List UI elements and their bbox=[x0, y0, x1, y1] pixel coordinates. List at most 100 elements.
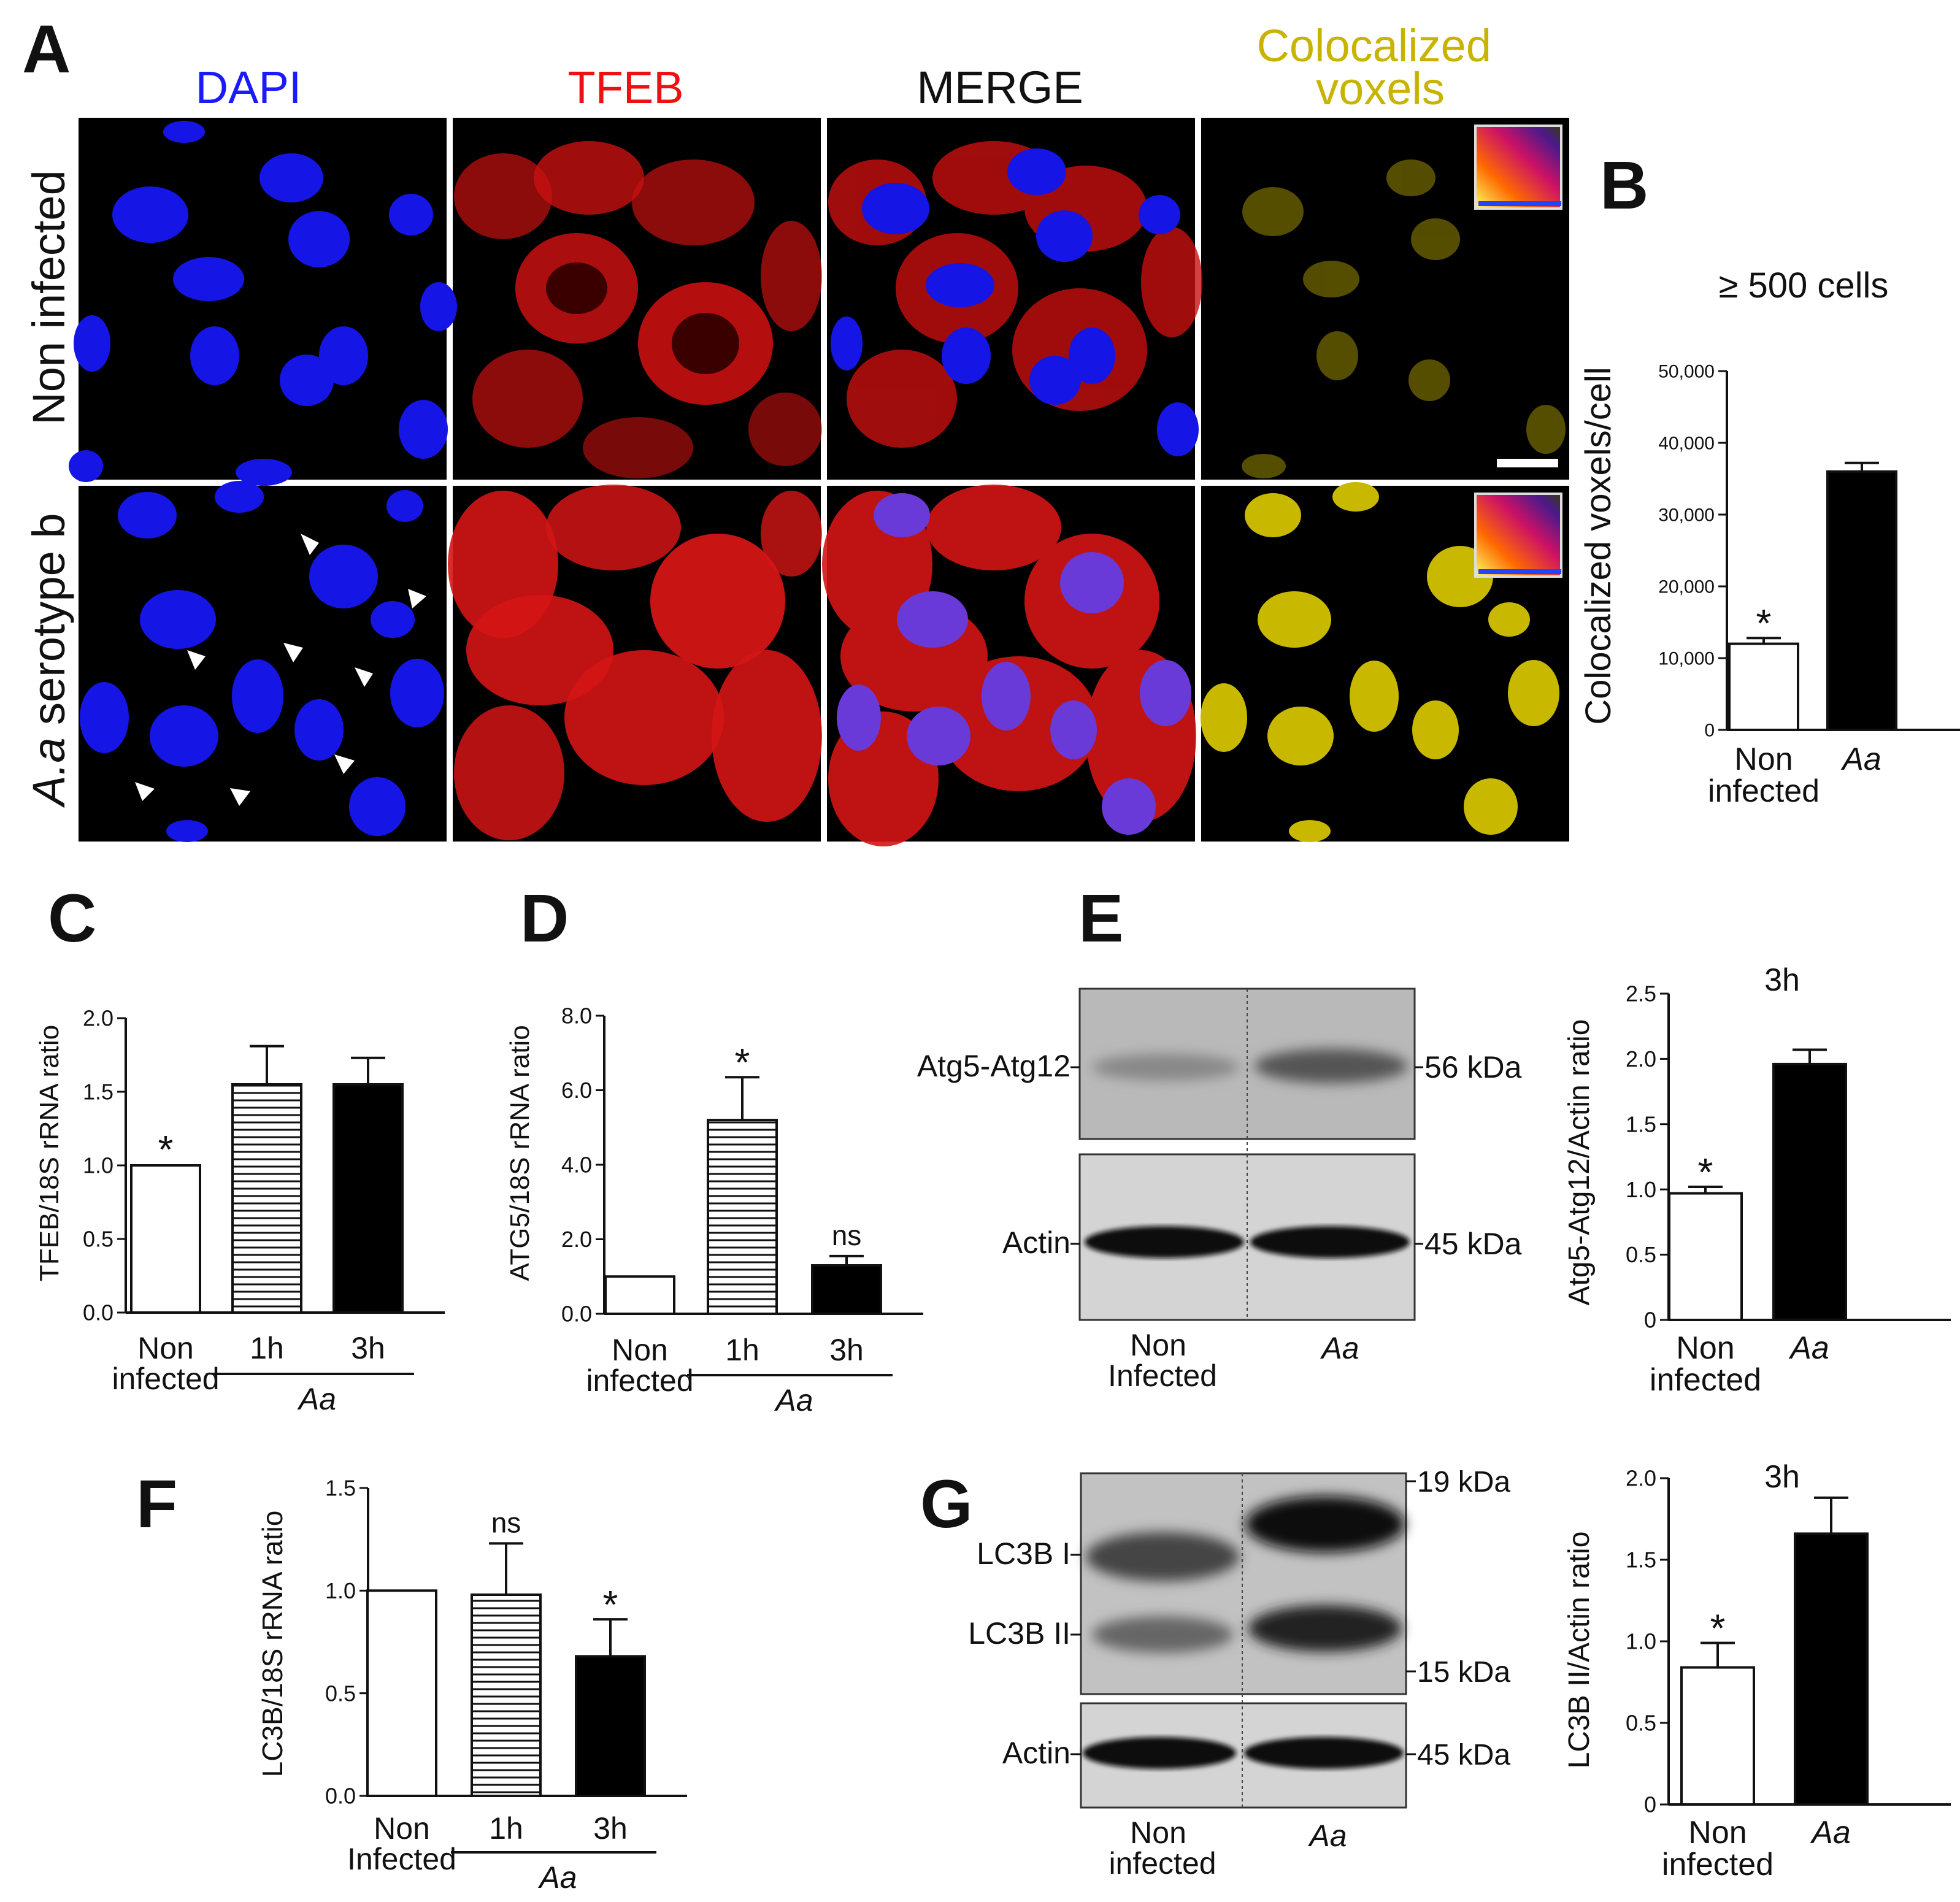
blot-g-marker-15: 15 kDa bbox=[1417, 1656, 1510, 1689]
category-label: Non infected bbox=[1708, 742, 1820, 809]
blot-g-label-actin: Actin bbox=[1002, 1736, 1070, 1770]
y-tick-label: 2.0 bbox=[561, 1227, 592, 1252]
bar bbox=[707, 1119, 778, 1315]
bar bbox=[575, 1655, 646, 1798]
y-tick-label: 4.0 bbox=[561, 1152, 592, 1178]
bar bbox=[332, 1083, 404, 1314]
y-tick-label: 30,000 bbox=[1658, 505, 1715, 526]
chart-d: 0.0 2.0 4.0 6.0 8.0 ATG5/18S rRNA ratio * ns Non… bbox=[505, 1003, 923, 1417]
bar bbox=[1728, 642, 1799, 731]
blot-g-lane-aa: Aa bbox=[1307, 1819, 1347, 1853]
y-tick-label: 2.0 bbox=[83, 1006, 113, 1031]
blot-e-marker-56: 56 kDa bbox=[1424, 1050, 1522, 1084]
y-tick-label: 6.0 bbox=[561, 1078, 592, 1103]
blot-e-lane-aa: Aa bbox=[1320, 1331, 1359, 1365]
significance-label: * bbox=[158, 1127, 174, 1171]
group-label: Aa bbox=[297, 1382, 336, 1416]
y-tick-label: 0.0 bbox=[561, 1302, 592, 1327]
category-label: Non infected bbox=[112, 1331, 219, 1396]
panel-letter-c: C bbox=[48, 881, 96, 956]
category-label: Non infected bbox=[1650, 1330, 1761, 1398]
blot-e-lane-non-infected: Non Infected bbox=[1108, 1328, 1217, 1393]
category-label: Aa bbox=[1810, 1815, 1851, 1850]
category-label: 1h bbox=[725, 1333, 759, 1367]
bar bbox=[366, 1589, 437, 1797]
chart-title: 3h bbox=[1764, 1459, 1800, 1495]
significance-label: * bbox=[1710, 1606, 1726, 1651]
y-axis-label: LC3B/18S rRNA ratio bbox=[256, 1511, 288, 1777]
y-tick-label: 0 bbox=[1644, 1308, 1656, 1333]
y-tick-label: 1.0 bbox=[1626, 1629, 1656, 1654]
y-tick-label: 20,000 bbox=[1658, 577, 1715, 597]
panel-letter-d: D bbox=[520, 881, 569, 956]
category-label: 3h bbox=[829, 1333, 864, 1367]
y-axis-label: LC3B II/Actin ratio bbox=[1563, 1532, 1596, 1769]
y-tick-label: 1.5 bbox=[83, 1079, 113, 1105]
y-tick-label: 1.0 bbox=[83, 1153, 113, 1178]
chart-title: 3h bbox=[1764, 962, 1800, 998]
y-tick-label: 2.0 bbox=[1626, 1466, 1656, 1491]
y-tick-label: 1.5 bbox=[1626, 1547, 1656, 1573]
y-tick-label: 0.5 bbox=[1626, 1242, 1656, 1267]
column-header-colocalized: Colocalized voxels bbox=[1256, 20, 1504, 114]
y-tick-label: 40,000 bbox=[1658, 434, 1715, 454]
category-label: Non Infected bbox=[347, 1811, 456, 1876]
y-tick-label: 1.5 bbox=[325, 1476, 356, 1501]
y-axis-label: Atg5-Atg12/Actin ratio bbox=[1563, 1019, 1596, 1306]
blot-e-label-atg5-atg12: Atg5-Atg12 bbox=[917, 1049, 1070, 1083]
column-header-tfeb: TFEB bbox=[567, 62, 683, 113]
blot-e-label-actin: Actin bbox=[1002, 1225, 1070, 1260]
significance-label: * bbox=[603, 1582, 618, 1627]
panel-letter-g: G bbox=[920, 1467, 973, 1542]
category-label: Non infected bbox=[1662, 1815, 1774, 1882]
group-label: Aa bbox=[774, 1383, 813, 1417]
blot-g-marker-19: 19 kDa bbox=[1417, 1466, 1510, 1498]
chart-f: 0.0 0.5 1.0 1.5 LC3B/18S rRNA ratio ns * Non Inf… bbox=[256, 1476, 687, 1895]
blot-g-lane-non-infected: Non infected bbox=[1109, 1816, 1216, 1881]
tfeb-nuclei-top bbox=[546, 263, 739, 374]
y-tick-label: 1.0 bbox=[325, 1578, 356, 1603]
panel-letter-f: F bbox=[136, 1467, 177, 1542]
significance-label: * bbox=[1756, 601, 1772, 645]
bar bbox=[604, 1275, 675, 1315]
significance-label: ns bbox=[491, 1506, 521, 1538]
row-label-aa-serotype: A.a serotype b bbox=[23, 513, 74, 808]
scale-bar bbox=[1497, 459, 1558, 467]
dapi-nuclei-top bbox=[69, 121, 457, 486]
category-label: 1h bbox=[489, 1811, 523, 1846]
group-label: Aa bbox=[537, 1860, 577, 1895]
micrograph-grid bbox=[69, 118, 1569, 846]
y-axis-label: TFEB/18S rRNA ratio bbox=[34, 1025, 64, 1281]
category-label: Non infected bbox=[586, 1333, 693, 1398]
coloc-cells-bottom bbox=[1201, 482, 1559, 842]
column-header-merge: MERGE bbox=[917, 62, 1083, 113]
bar bbox=[130, 1164, 201, 1314]
chart-g: 0 0.5 1.0 1.5 2.0 LC3B II/Actin ratio 3h * Non in… bbox=[1563, 1459, 1951, 1882]
significance-label: * bbox=[1698, 1150, 1713, 1194]
blot-e: Atg5-Atg12 Actin 56 kDa 45 kDa Non Infec… bbox=[917, 987, 1522, 1393]
coloc-inset-bottom bbox=[1474, 493, 1562, 578]
blot-g-label-lc3b-i: LC3B I bbox=[977, 1536, 1070, 1571]
panel-letter-a: A bbox=[22, 12, 71, 87]
bar bbox=[1680, 1666, 1755, 1806]
y-tick-label: 2.5 bbox=[1626, 981, 1656, 1007]
coloc-inset-top bbox=[1474, 125, 1562, 210]
blot-e-marker-45: 45 kDa bbox=[1424, 1227, 1522, 1261]
merge-nuclei-top bbox=[831, 148, 1199, 456]
y-tick-label: 0.5 bbox=[83, 1227, 113, 1252]
tfeb-cells-bottom bbox=[448, 485, 822, 840]
bar bbox=[811, 1264, 882, 1315]
y-tick-label: 8.0 bbox=[561, 1003, 592, 1029]
y-tick-label: 0.0 bbox=[325, 1784, 356, 1809]
row-label-non-infected: Non infected bbox=[23, 170, 74, 425]
y-tick-label: 10,000 bbox=[1658, 649, 1715, 669]
merge-nuclei-bottom bbox=[837, 493, 1191, 835]
arrowheads bbox=[135, 534, 426, 806]
y-tick-label: 0.5 bbox=[1626, 1711, 1656, 1736]
bar bbox=[1794, 1532, 1869, 1806]
y-tick-label: 0 bbox=[1644, 1792, 1656, 1817]
bar bbox=[1772, 1062, 1847, 1321]
blot-g-marker-45: 45 kDa bbox=[1417, 1739, 1510, 1771]
dapi-nuclei-bottom bbox=[80, 481, 444, 842]
